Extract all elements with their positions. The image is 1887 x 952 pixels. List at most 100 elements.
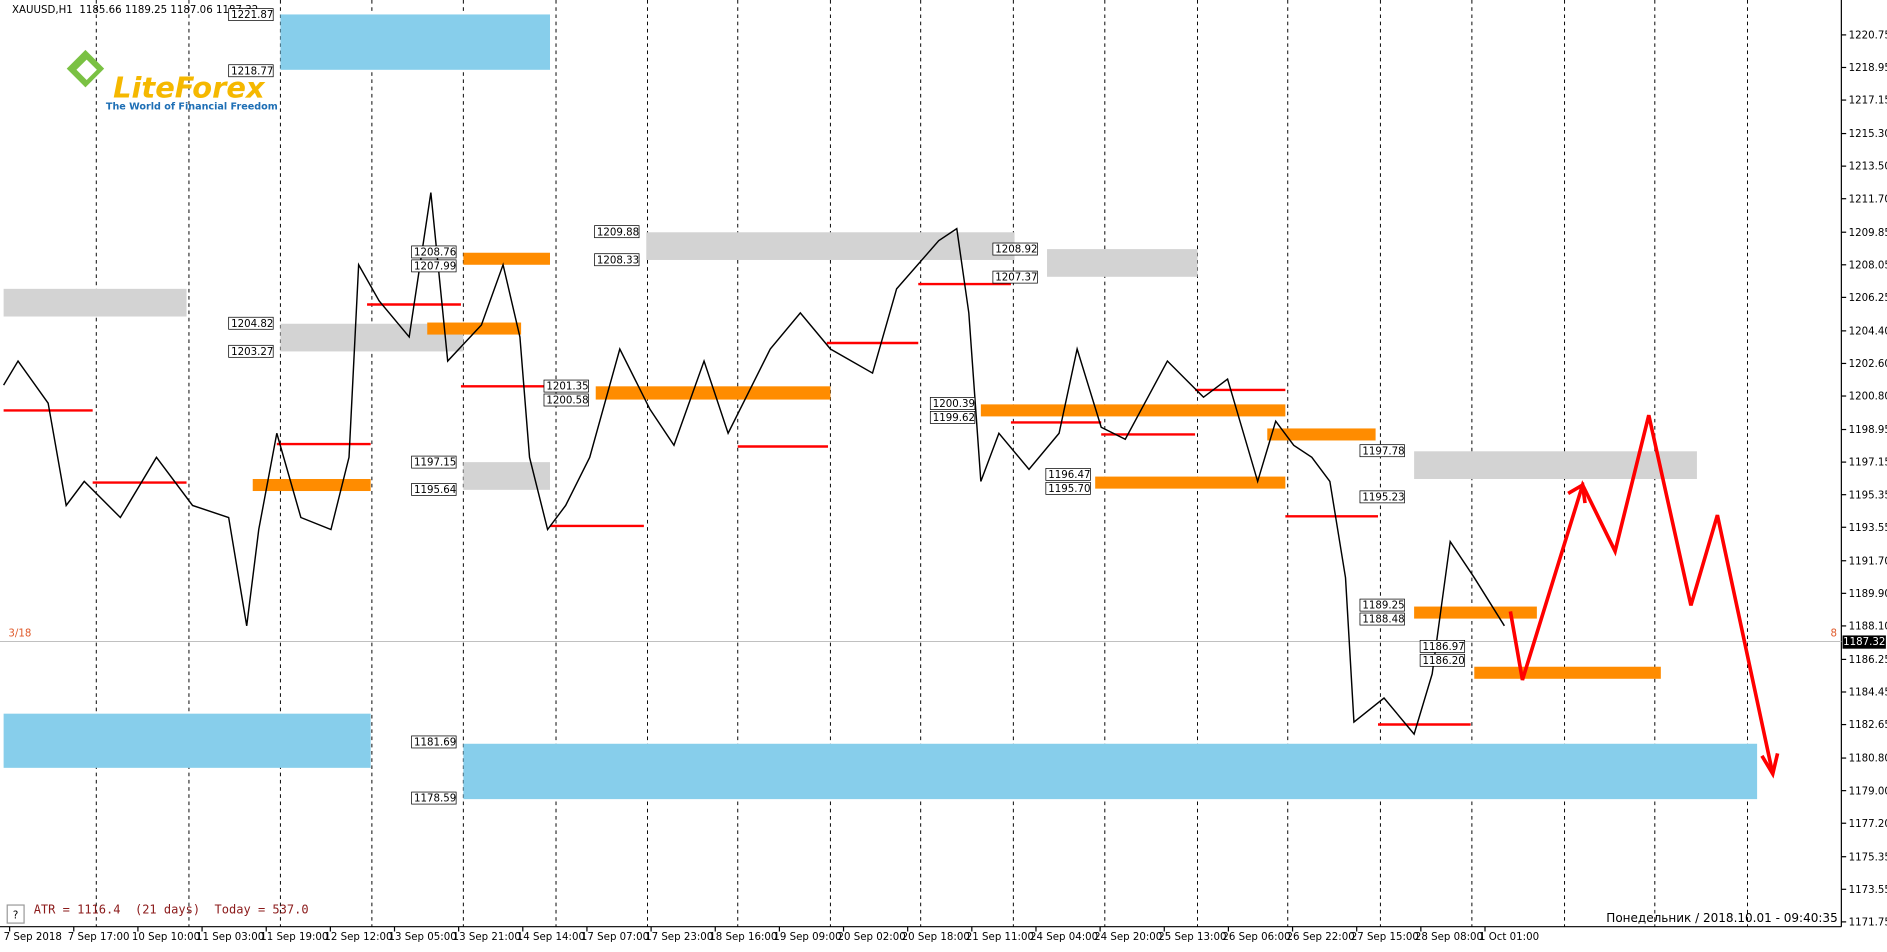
atr: ATR = 1116.4 (21 days) Today = 537.0 <box>34 902 309 916</box>
level-box <box>992 270 1038 284</box>
price-label: 1220.75 <box>1849 31 1887 42</box>
price-label: 1206.25 <box>1849 293 1887 304</box>
level-box <box>929 411 976 424</box>
price-label: 1198.95 <box>1849 425 1887 436</box>
price-label: 1188.10 <box>1849 622 1887 633</box>
level-box <box>411 483 457 496</box>
price-label: 1215.30 <box>1849 129 1887 140</box>
level-box <box>1359 598 1405 612</box>
level-box <box>228 344 274 358</box>
time-label: 28 Sep 08:00 <box>1415 932 1483 943</box>
level-label: 1199.62 <box>933 413 975 424</box>
level-label: 1200.39 <box>933 399 975 410</box>
level-box <box>411 735 457 749</box>
header: XAUUSD,H1 <box>12 5 73 16</box>
price-label: 1182.65 <box>1849 720 1887 731</box>
right-marker: 8 <box>1831 629 1838 640</box>
level-label: 1196.47 <box>1048 470 1090 481</box>
price-label: 1211.70 <box>1849 194 1887 205</box>
time-label: 11 Sep 19:00 <box>260 932 328 943</box>
level-label: 1209.88 <box>597 227 639 238</box>
level-box <box>1359 612 1405 626</box>
level-label: 1189.25 <box>1362 601 1404 612</box>
level-box <box>411 259 457 273</box>
price-label: 1195.35 <box>1849 490 1887 501</box>
time-label: 26 Sep 22:00 <box>1287 932 1355 943</box>
time-label: 13 Sep 05:00 <box>388 932 456 943</box>
period-separators <box>95 0 1748 927</box>
header-ohlc: 1185.66 1189.25 1187.06 1187.32 <box>79 5 258 16</box>
time-label: 7 Sep 2018 <box>4 932 62 943</box>
level-box <box>543 393 589 407</box>
forecast-arrow <box>1508 414 1775 775</box>
help-button[interactable]: ? <box>13 910 18 921</box>
price-label: 1171.75 <box>1849 917 1887 928</box>
level-label: 1186.20 <box>1423 656 1465 667</box>
price-label: 1173.55 <box>1849 885 1887 896</box>
level-box <box>1359 490 1405 504</box>
level-label: 1197.78 <box>1362 446 1404 457</box>
current-price: 1187.32 <box>1843 637 1885 648</box>
price-label: 1209.85 <box>1849 228 1887 239</box>
price-label: 1202.60 <box>1849 359 1887 370</box>
level-label: 1197.15 <box>414 458 456 469</box>
level-label: 1181.69 <box>414 738 456 749</box>
datetime: Понедельник / 2018.10.01 - 09:40:35 <box>1606 911 1837 925</box>
level-box <box>411 245 457 259</box>
level-label: 1204.82 <box>231 319 273 330</box>
time-label: 11 Sep 03:00 <box>196 932 264 943</box>
left-marker: 3/18 <box>8 629 31 640</box>
time-label: 26 Sep 06:00 <box>1222 932 1290 943</box>
time-label: 12 Sep 12:00 <box>324 932 392 943</box>
level-box <box>543 379 589 393</box>
level-label: 1186.97 <box>1423 642 1465 653</box>
level-box <box>1419 653 1466 667</box>
price-label: 1204.40 <box>1849 326 1887 337</box>
level-box <box>228 316 274 330</box>
level-box <box>594 253 640 267</box>
time-label: 17 Sep 23:00 <box>645 932 713 943</box>
level-label: 1178.59 <box>414 794 456 805</box>
time-label: 13 Sep 21:00 <box>453 932 521 943</box>
level-box <box>1045 468 1091 481</box>
time-label: 20 Sep 02:00 <box>838 932 906 943</box>
level-label: 1188.48 <box>1362 615 1404 626</box>
time-label: 24 Sep 04:00 <box>1030 932 1098 943</box>
time-label: 1 Oct 01:00 <box>1479 932 1539 943</box>
price-label: 1217.15 <box>1849 96 1887 107</box>
time-label: 14 Sep 14:00 <box>517 932 585 943</box>
price-label: 1191.70 <box>1849 556 1887 567</box>
level-label: 1208.92 <box>995 245 1037 256</box>
level-label: 1195.23 <box>1362 492 1404 503</box>
level-label: 1195.64 <box>414 485 456 496</box>
level-box <box>929 397 976 410</box>
price-label: 1189.90 <box>1849 589 1887 600</box>
level-label: 1218.77 <box>231 66 273 77</box>
time-label: 20 Sep 18:00 <box>902 932 970 943</box>
level-box <box>1045 481 1091 495</box>
level-box <box>594 225 640 239</box>
time-label: 18 Sep 16:00 <box>709 932 777 943</box>
level-label: 1200.58 <box>546 396 588 407</box>
level-box <box>228 64 274 78</box>
price-label: 1175.35 <box>1849 852 1887 863</box>
time-label: 17 Sep 07:00 <box>581 932 649 943</box>
price-label: 1193.55 <box>1849 523 1887 534</box>
level-label: 1208.33 <box>597 255 639 266</box>
logo-tagline: The World of Financial Freedom <box>106 102 278 113</box>
level-box <box>411 455 457 469</box>
time-label: 10 Sep 10:00 <box>132 932 200 943</box>
level-box <box>228 8 274 22</box>
price-label: 1197.15 <box>1849 458 1887 469</box>
price-label: 1179.00 <box>1849 786 1887 797</box>
level-label: 1207.37 <box>995 273 1037 284</box>
level-box <box>992 242 1038 256</box>
price-label: 1208.05 <box>1849 260 1887 271</box>
price-label: 1186.25 <box>1849 655 1887 666</box>
price-label: 1184.45 <box>1849 688 1887 699</box>
time-label: 27 Sep 15:00 <box>1351 932 1419 943</box>
time-label: 25 Sep 13:00 <box>1158 932 1226 943</box>
